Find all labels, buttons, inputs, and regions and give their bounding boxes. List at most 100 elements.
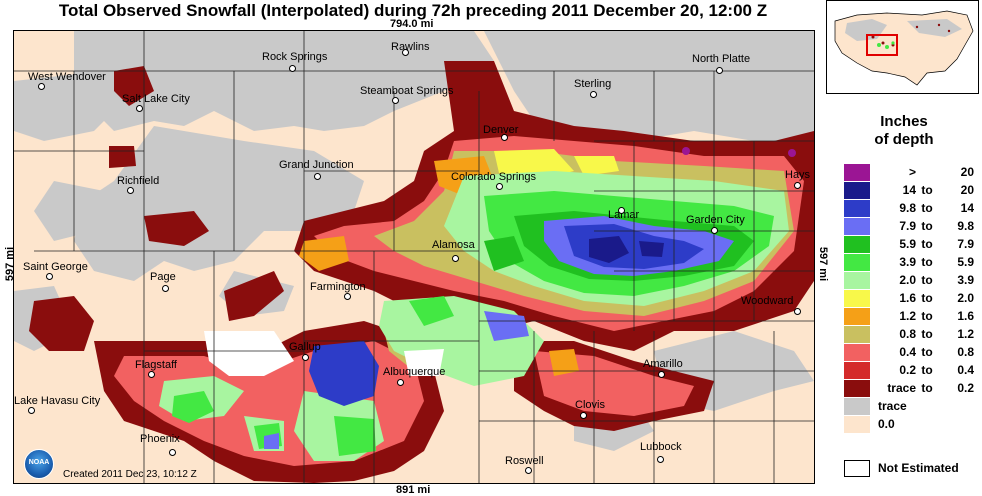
snowfall-map[interactable]: Rawlins Rock Springs North Platte West Wend… [13, 30, 815, 484]
city-label: Salt Lake City [122, 93, 190, 105]
city-label: Lake Havasu City [14, 395, 101, 407]
noaa-logo: NOAA [24, 449, 54, 479]
us-locator-map [834, 10, 974, 86]
legend-swatch [844, 380, 870, 397]
focus-area-box [866, 34, 898, 56]
purple-spots [682, 147, 796, 157]
legend-row: 3.9 to 5.9 [844, 254, 976, 271]
city-label: Lubbock [640, 441, 682, 453]
legend-swatch [844, 236, 870, 253]
legend-swatch [844, 254, 870, 271]
legend-row: 7.9 to 9.8 [844, 218, 976, 235]
legend-lo-value: 3.9 [899, 255, 916, 269]
legend-title: Inches of depth [834, 113, 974, 149]
legend-title-line2: of depth [874, 131, 934, 148]
legend-row: 0.8 to 1.2 [844, 326, 976, 343]
city-label: Hays [785, 169, 811, 181]
legend-to-value: to [921, 309, 933, 323]
legend-hi-value: 20 [960, 165, 974, 179]
legend-trace-label: trace [878, 399, 907, 413]
city-marker [580, 412, 587, 419]
city-label: Rawlins [391, 41, 430, 53]
legend-swatch [844, 272, 870, 289]
legend-hi-value: 1.2 [957, 327, 974, 341]
city-marker [496, 183, 503, 190]
legend-to-value: to [921, 381, 933, 395]
city-marker [162, 285, 169, 292]
legend-row: 14 to 20 [844, 182, 976, 199]
city-marker [657, 456, 664, 463]
created-timestamp: Created 2011 Dec 23, 10:12 Z [63, 469, 197, 480]
legend-swatch [844, 398, 870, 415]
city-label: Garden City [686, 214, 745, 226]
city-label: Amarillo [643, 358, 683, 370]
city-marker [28, 407, 35, 414]
city-label: Colorado Springs [451, 171, 536, 183]
legend-lo-value: 0.2 [899, 363, 916, 377]
legend-swatch [844, 182, 870, 199]
bottom-distance-label: 891 mi [396, 484, 431, 496]
legend-hi-value: 0.2 [957, 381, 974, 395]
legend-swatch [844, 362, 870, 379]
city-label: West Wendover [28, 71, 106, 83]
city-marker [127, 187, 134, 194]
legend-row: 2.0 to 3.9 [844, 272, 976, 289]
legend-swatch [844, 416, 870, 433]
city-marker [302, 354, 309, 361]
legend-lo-value: 14 [902, 183, 916, 197]
legend-lo-value: 0.4 [899, 345, 916, 359]
legend-row-zero: 0.0 [844, 416, 976, 433]
legend-row-trace: trace [844, 398, 976, 415]
legend-hi-value: 0.8 [957, 345, 974, 359]
city-marker [794, 182, 801, 189]
city-marker [38, 83, 45, 90]
legend-swatch [844, 164, 870, 181]
city-marker [148, 371, 155, 378]
legend-hi-value: 7.9 [957, 237, 974, 251]
legend-hi-value: 2.0 [957, 291, 974, 305]
not-estimated-swatch [844, 460, 870, 477]
legend-swatch [844, 218, 870, 235]
city-marker [452, 255, 459, 262]
legend-row: trace to 0.2 [844, 380, 976, 397]
noaa-logo-text: NOAA [28, 459, 50, 466]
city-marker [618, 207, 625, 214]
legend-swatch [844, 326, 870, 343]
legend-lo-value: > [908, 165, 916, 179]
legend-swatch [844, 344, 870, 361]
boundary-lines [14, 31, 814, 483]
city-marker [397, 379, 404, 386]
legend-hi-value: 1.6 [957, 309, 974, 323]
legend-lo-value: 2.0 [899, 273, 916, 287]
city-label: Saint George [23, 261, 88, 273]
legend-to-value: to [921, 237, 933, 251]
legend-row: 5.9 to 7.9 [844, 236, 976, 253]
city-label: Steamboat Springs [360, 85, 454, 97]
us-locator-inset[interactable] [826, 0, 979, 94]
legend-row: 0.2 to 0.4 [844, 362, 976, 379]
legend-to-value: to [921, 219, 933, 233]
city-marker [402, 49, 409, 56]
legend-hi-value: 14 [960, 201, 974, 215]
right-distance-label: 597 mi [817, 246, 830, 282]
legend-hi-value: 0.4 [957, 363, 974, 377]
top-distance-label: 794.0 mi [390, 18, 434, 30]
snowfall-map-graphic [14, 31, 814, 483]
city-label: Clovis [575, 399, 605, 411]
city-marker [590, 91, 597, 98]
city-marker [658, 371, 665, 378]
legend-title-line1: Inches [880, 113, 928, 130]
legend-to-value: to [921, 345, 933, 359]
city-label: Flagstaff [135, 359, 177, 371]
legend-lo-value: trace [887, 381, 916, 395]
city-marker [169, 449, 176, 456]
city-marker [711, 227, 718, 234]
legend-lo-value: 1.6 [899, 291, 916, 305]
legend-swatch [844, 308, 870, 325]
legend-to-value: to [921, 201, 933, 215]
legend-lo-value: 1.2 [899, 309, 916, 323]
legend-zero-label: 0.0 [878, 417, 895, 431]
not-estimated-regions [204, 331, 444, 376]
city-label: Grand Junction [279, 159, 354, 171]
city-marker [525, 467, 532, 474]
